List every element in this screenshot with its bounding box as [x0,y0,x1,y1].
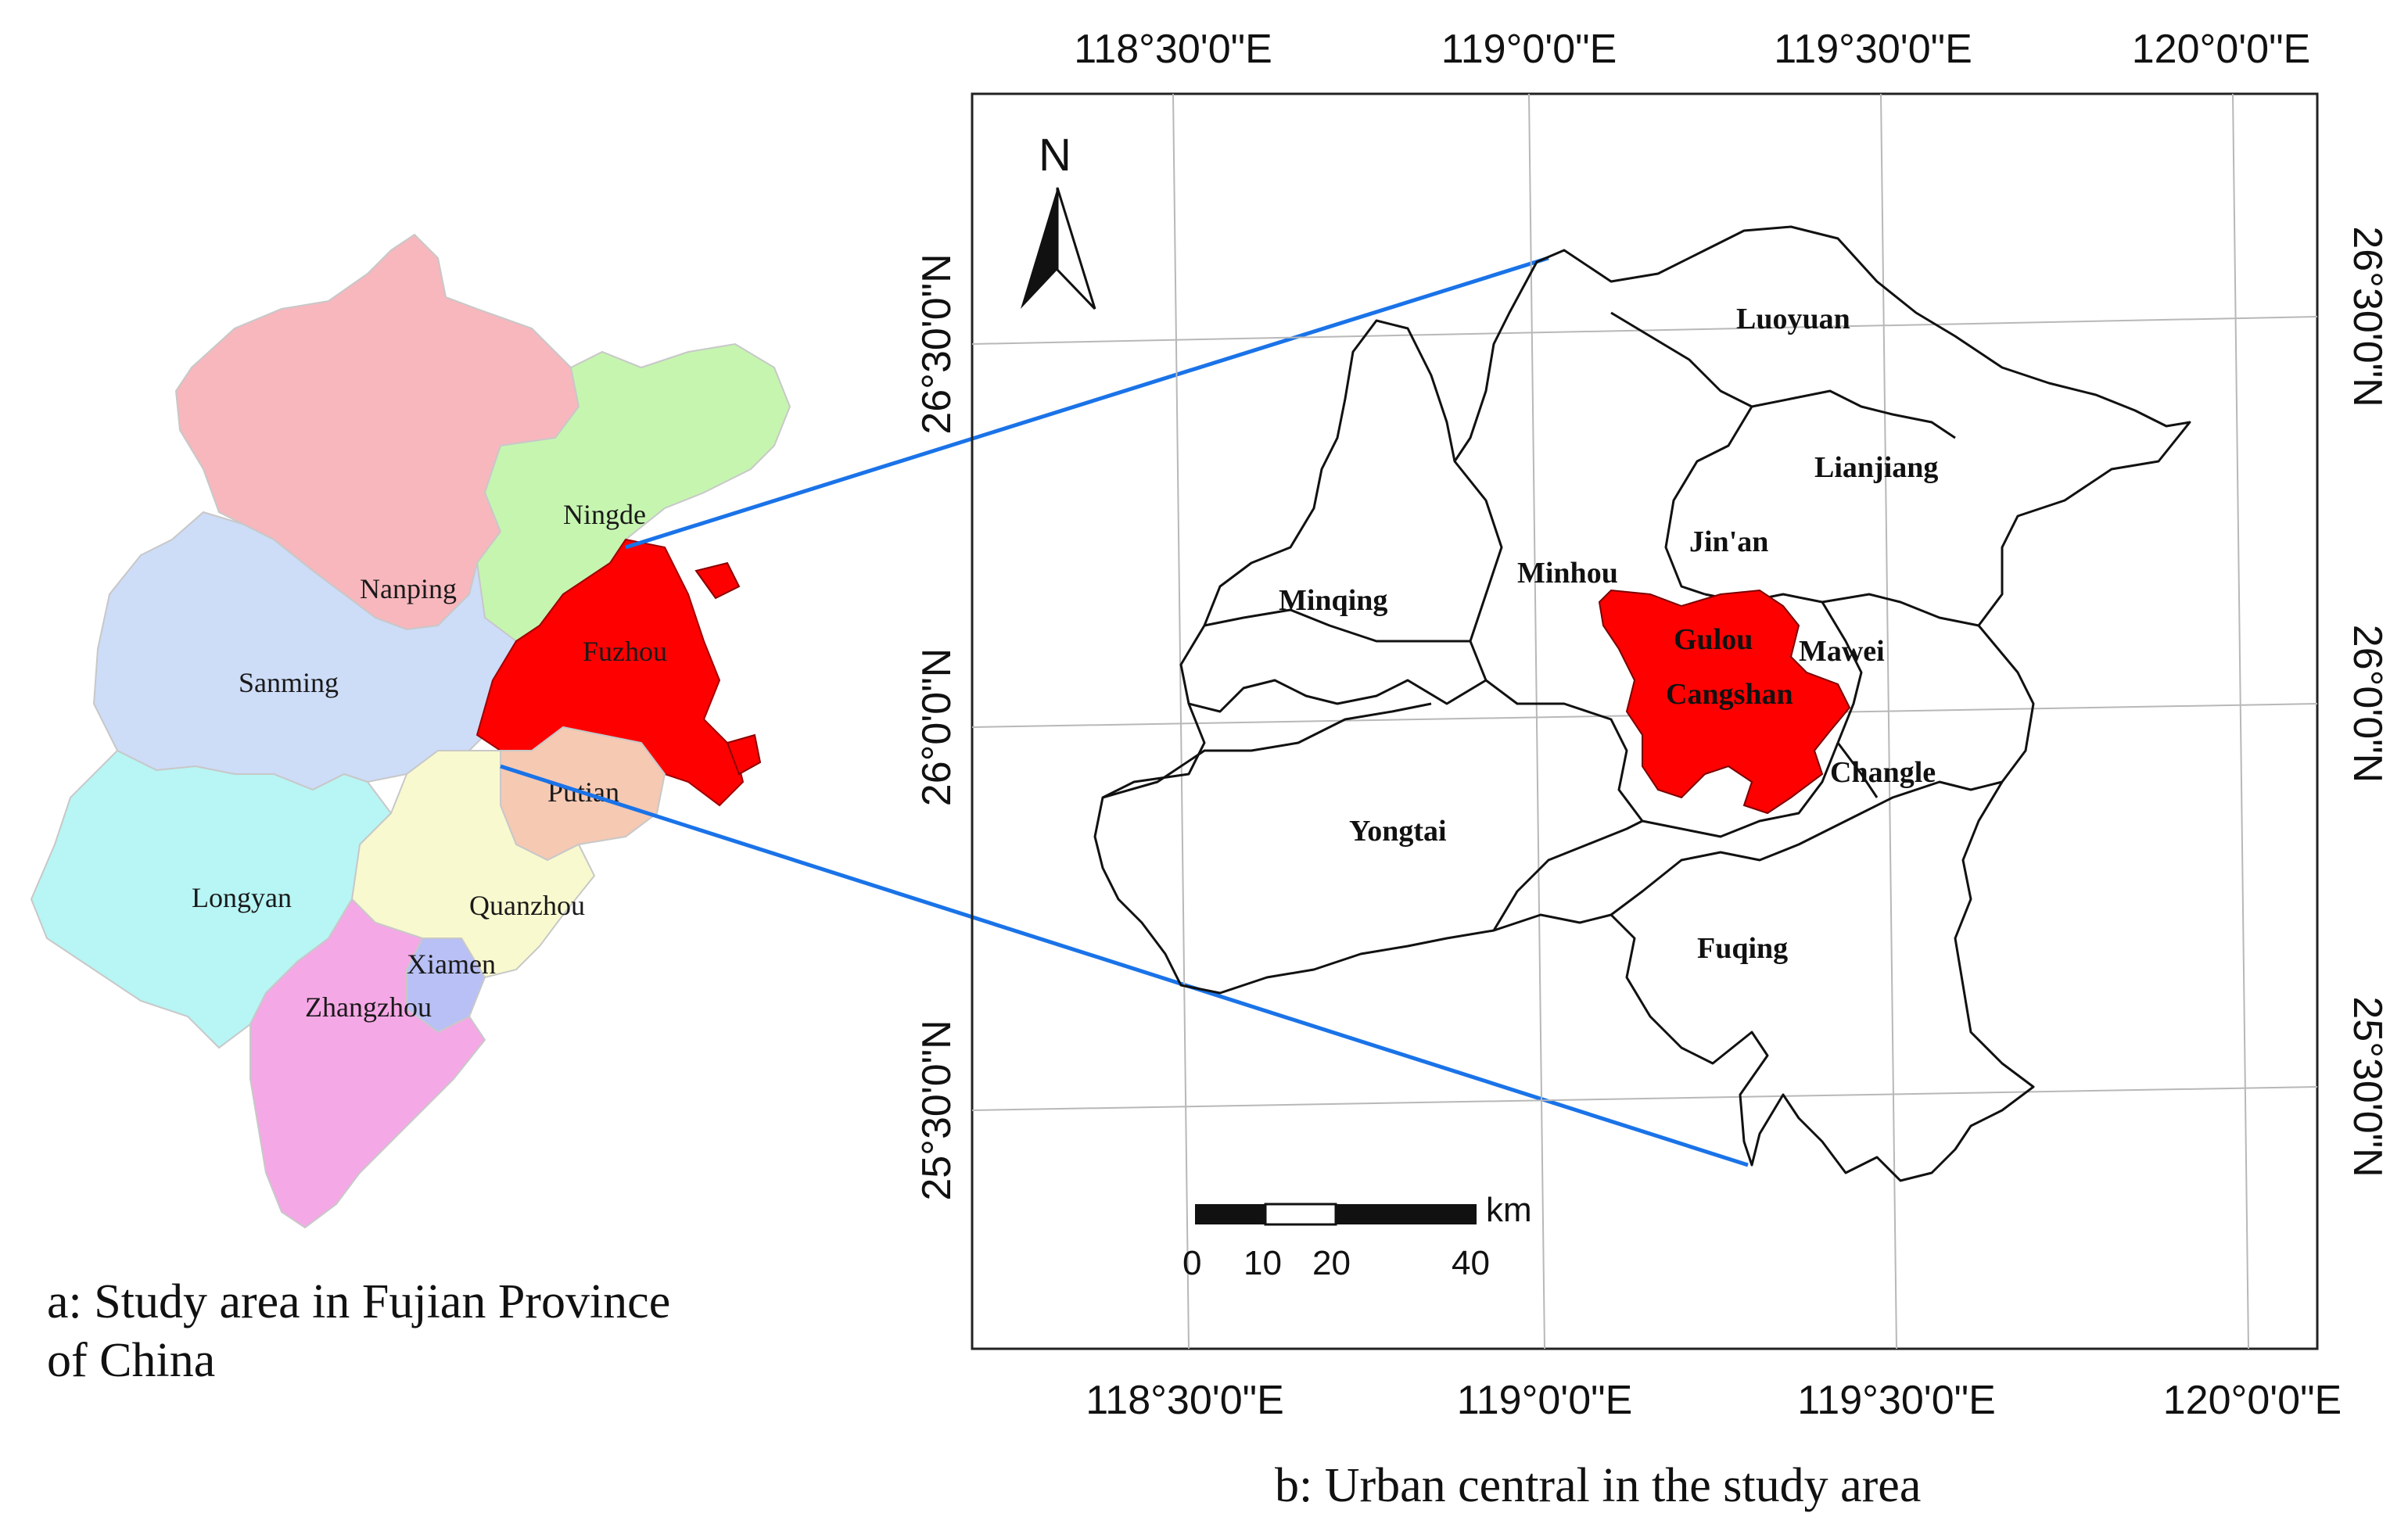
bottom-lon-label: 119°0'0"E [1457,1378,1633,1423]
urban-central-area [1598,589,1851,815]
caption-a-line2: of China [47,1334,215,1387]
district-boundaries [1093,225,2191,1182]
label-zhangzhou: Zhangzhou [305,991,432,1023]
label-nanping: Nanping [360,573,457,604]
zoom-leader-lines [500,256,1749,1167]
label-luoyuan: Luoyuan [1736,303,1850,335]
label-sanming: Sanming [239,667,339,698]
scale-tick-20: 20 [1312,1244,1351,1282]
scale-tick-0: 0 [1182,1244,1201,1282]
scale-tick-40: 40 [1452,1244,1490,1282]
caption-b: b: Urban central in the study area [1275,1459,1921,1512]
label-xiamen: Xiamen [407,948,496,980]
fujian-city-regions [30,233,791,1229]
bottom-longitude-labels: 118°30'0"E 119°0'0"E 119°30'0"E 120°0'0"… [1086,1378,2342,1423]
label-jinan: Jin'an [1689,525,1768,558]
north-arrow: N [1021,130,1096,310]
left-lat-label: 25°30'0"N [914,1020,960,1200]
scale-tick-10: 10 [1243,1244,1282,1282]
scale-unit: km [1486,1191,1532,1229]
label-lianjiang: Lianjiang [1814,451,1938,484]
label-fuzhou: Fuzhou [583,636,667,667]
leader-line-top [625,256,1549,550]
map-frame [971,92,2319,1350]
label-fuqing: Fuqing [1697,932,1788,965]
top-longitude-labels: 118°30'0"E 119°0'0"E 119°30'0"E 120°0'0"… [1074,27,2310,72]
label-yongtai: Yongtai [1349,815,1447,848]
coastal-islands [694,561,762,776]
label-changle: Changle [1830,756,1936,789]
label-minqing: Minqing [1279,584,1387,617]
district-labels: Luoyuan Lianjiang Jin'an Minhou Minqing … [1279,303,1938,965]
top-lon-label: 119°30'0"E [1774,27,1972,72]
left-lat-label: 26°0'0"N [914,648,960,806]
fuzhou-outline [1093,225,2191,1182]
top-lon-label: 119°0'0"E [1441,27,1617,72]
label-longyan: Longyan [192,882,292,913]
top-lon-label: 120°0'0"E [2132,27,2310,72]
north-arrow-label: N [1039,130,1071,181]
north-arrow-icon [1021,188,1057,309]
panel-b-fuzhou-map: Luoyuan Lianjiang Jin'an Minhou Minqing … [914,27,2390,1512]
top-lon-label: 118°30'0"E [1074,27,1272,72]
label-cangshan: Cangshan [1666,678,1793,711]
bottom-lon-label: 119°30'0"E [1797,1378,1996,1423]
bottom-lon-label: 120°0'0"E [2163,1378,2342,1423]
scale-bar: km 0 10 20 40 [1182,1191,1532,1282]
panel-a-fujian-map: Nanping Ningde Sanming Fuzhou Putian Lon… [30,233,791,1387]
caption-a-line1: a: Study area in Fujian Province [47,1275,670,1328]
leader-line-bottom [500,764,1749,1167]
bottom-lon-label: 118°30'0"E [1086,1378,1284,1423]
right-latitude-labels: 26°30'0"N 26°0'0"N 25°30'0"N [2345,226,2390,1177]
label-gulou: Gulou [1674,623,1753,656]
left-lat-label: 26°30'0"N [914,253,960,434]
right-lat-label: 26°0'0"N [2345,625,2390,783]
city-labels: Nanping Ningde Sanming Fuzhou Putian Lon… [192,499,667,1023]
left-latitude-labels: 26°30'0"N 26°0'0"N 25°30'0"N [914,253,960,1200]
region-zhangzhou [249,898,486,1229]
label-quanzhou: Quanzhou [469,890,585,921]
label-ningde: Ningde [563,499,646,530]
label-mawei: Mawei [1799,635,1885,668]
right-lat-label: 26°30'0"N [2345,226,2390,407]
right-lat-label: 25°30'0"N [2345,996,2390,1177]
label-minhou: Minhou [1517,557,1618,590]
